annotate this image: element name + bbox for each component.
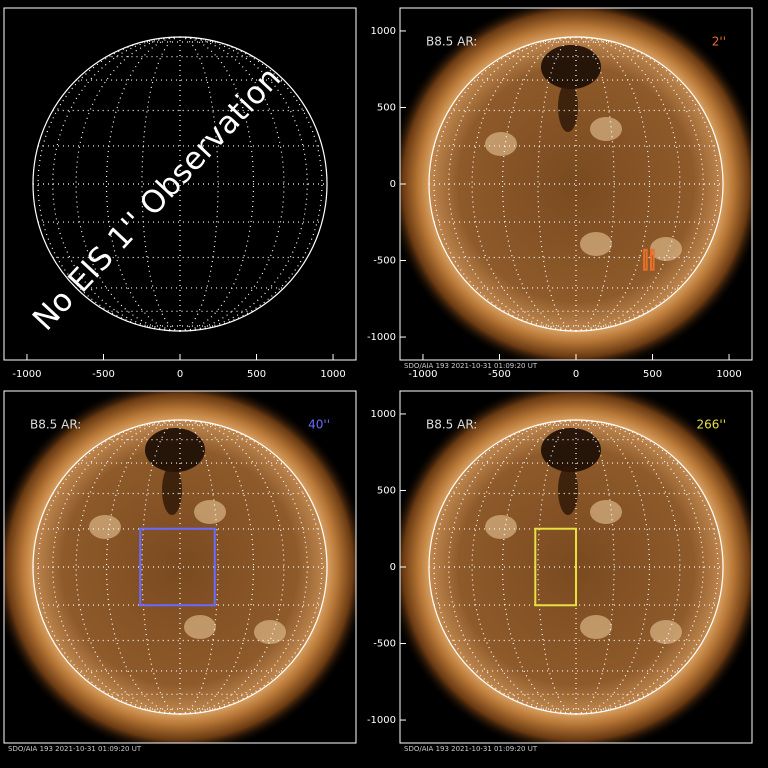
- active-region: [184, 615, 216, 639]
- active-region: [89, 515, 121, 539]
- x-tick-label: -500: [488, 369, 511, 380]
- longitude-line: [575, 36, 704, 332]
- background: [4, 8, 356, 360]
- active-region: [485, 132, 517, 156]
- limb: [428, 419, 724, 715]
- label-value: 266'': [696, 418, 726, 432]
- x-tick-label: -1000: [12, 369, 41, 380]
- active-region: [650, 237, 682, 261]
- x-tick-label: 500: [247, 369, 266, 380]
- longitude-line: [179, 419, 308, 715]
- longitude-line: [179, 36, 285, 332]
- active-region: [194, 500, 226, 524]
- longitude-line: [52, 36, 181, 332]
- active-region: [650, 620, 682, 644]
- coronal-hole: [541, 428, 601, 472]
- active-region: [580, 232, 612, 256]
- active-region: [590, 500, 622, 524]
- longitude-line: [471, 419, 577, 715]
- longitude-line: [75, 36, 181, 332]
- longitude-line: [179, 36, 308, 332]
- y-tick-label: -500: [373, 639, 396, 650]
- longitude-line: [575, 419, 681, 715]
- longitude-line: [448, 419, 577, 715]
- active-region: [485, 515, 517, 539]
- y-tick-label: 0: [390, 562, 396, 573]
- limb: [32, 36, 328, 332]
- coronal-hole: [162, 465, 182, 515]
- coronal-hole: [541, 45, 601, 89]
- active-region: [590, 117, 622, 141]
- x-tick-label: 500: [643, 369, 662, 380]
- panel: -1000 -500 0 500 1000 B8.5 AR: 266'' SDO/AIA 19…: [367, 390, 753, 753]
- x-tick-label: 0: [177, 369, 183, 380]
- longitude-line: [448, 36, 577, 332]
- coronal-hole: [558, 465, 578, 515]
- region-box: [534, 527, 577, 607]
- label-value: 40'': [308, 418, 330, 432]
- x-tick-label: 1000: [716, 369, 741, 380]
- label: B8.5 AR:: [426, 35, 477, 49]
- longitude-line: [575, 419, 704, 715]
- y-tick-label: 500: [377, 102, 396, 113]
- longitude-line: [52, 419, 181, 715]
- panel-image: [4, 391, 356, 743]
- active-region: [580, 615, 612, 639]
- label: B8.5 AR:: [30, 418, 81, 432]
- y-tick-label: 1000: [371, 409, 396, 420]
- panel-image: [400, 8, 752, 360]
- y-tick-label: 0: [390, 179, 396, 190]
- y-tick-label: 1000: [371, 26, 396, 37]
- x-tick-label: -500: [92, 369, 115, 380]
- footer: SDO/AIA 193 2021-10-31 01:09:20 UT: [8, 745, 142, 753]
- coronal-hole: [558, 82, 578, 132]
- longitude-line: [179, 419, 285, 715]
- label-value: 2'': [712, 35, 726, 49]
- frame: [3, 390, 357, 744]
- longitude-line: [471, 36, 577, 332]
- longitude-line: [75, 419, 181, 715]
- panel: -1000 -500 0 500 1000 -1000 -500 0 500 1000 B8.5 A…: [367, 7, 753, 380]
- longitude-line: [575, 36, 681, 332]
- y-tick-label: -1000: [367, 332, 396, 343]
- region-box: [139, 527, 216, 607]
- limb: [428, 36, 724, 332]
- x-tick-label: 0: [573, 369, 579, 380]
- x-tick-label: -1000: [408, 369, 437, 380]
- footer: SDO/AIA 193 2021-10-31 01:09:20 UT: [404, 362, 538, 370]
- y-tick-label: 500: [377, 485, 396, 496]
- limb: [32, 419, 328, 715]
- region-box: [649, 248, 655, 271]
- panel: B8.5 AR: 40'' SDO/AIA 193 2021-10-31 01:09…: [3, 390, 357, 753]
- y-tick-label: -500: [373, 256, 396, 267]
- x-tick-label: 1000: [320, 369, 345, 380]
- active-region: [254, 620, 286, 644]
- footer: SDO/AIA 193 2021-10-31 01:09:20 UT: [404, 745, 538, 753]
- region-box: [643, 248, 648, 271]
- coronal-hole: [145, 428, 205, 472]
- label: B8.5 AR:: [426, 418, 477, 432]
- y-tick-label: -1000: [367, 715, 396, 726]
- panel-image: [4, 8, 356, 360]
